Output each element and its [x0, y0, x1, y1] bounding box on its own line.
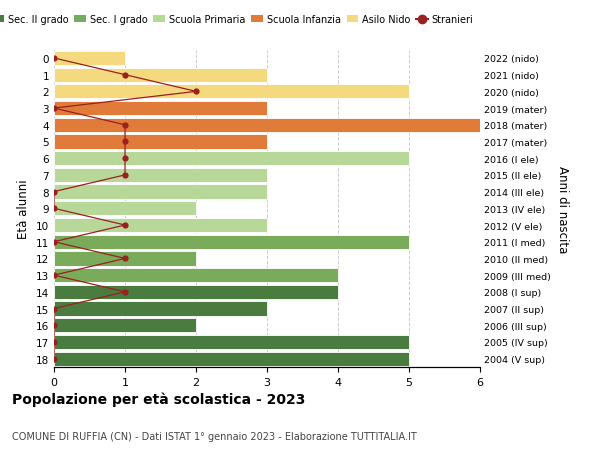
- Bar: [54, 252, 196, 266]
- Bar: [54, 118, 480, 133]
- Bar: [54, 85, 409, 99]
- Bar: [54, 352, 409, 366]
- Text: COMUNE DI RUFFIA (CN) - Dati ISTAT 1° gennaio 2023 - Elaborazione TUTTITALIA.IT: COMUNE DI RUFFIA (CN) - Dati ISTAT 1° ge…: [12, 431, 417, 441]
- Bar: [54, 285, 338, 299]
- Text: Popolazione per età scolastica - 2023: Popolazione per età scolastica - 2023: [12, 392, 305, 406]
- Bar: [54, 235, 409, 249]
- Y-axis label: Anni di nascita: Anni di nascita: [556, 165, 569, 252]
- Y-axis label: Età alunni: Età alunni: [17, 179, 31, 239]
- Bar: [54, 102, 267, 116]
- Bar: [54, 302, 267, 316]
- Bar: [54, 202, 196, 216]
- Bar: [54, 68, 267, 83]
- Bar: [54, 185, 267, 199]
- Bar: [54, 269, 338, 283]
- Legend: Sec. II grado, Sec. I grado, Scuola Primaria, Scuola Infanzia, Asilo Nido, Stran: Sec. II grado, Sec. I grado, Scuola Prim…: [0, 11, 478, 29]
- Bar: [54, 168, 267, 183]
- Bar: [54, 52, 125, 66]
- Bar: [54, 319, 196, 333]
- Bar: [54, 218, 267, 233]
- Bar: [54, 335, 409, 349]
- Bar: [54, 152, 409, 166]
- Bar: [54, 135, 267, 149]
